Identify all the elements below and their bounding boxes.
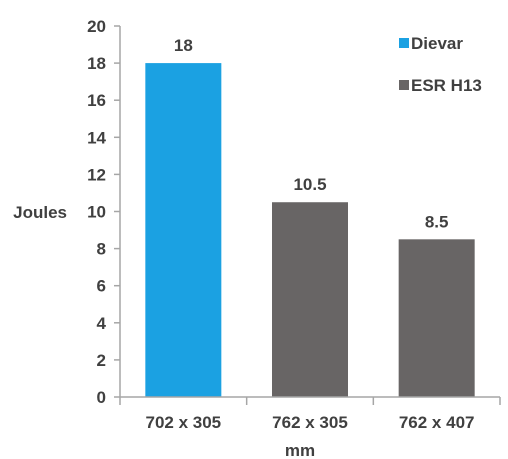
y-tick-label: 0 — [97, 388, 106, 407]
x-axis-title: mm — [285, 441, 315, 459]
bar — [145, 63, 222, 397]
legend: Dievar ESR H13 — [399, 34, 482, 95]
legend-swatch — [399, 80, 409, 90]
legend-label: ESR H13 — [411, 76, 482, 95]
x-tick-label: 762 x 407 — [399, 413, 475, 432]
y-axis-title: Joules — [13, 203, 67, 222]
y-tick-label: 16 — [87, 91, 106, 110]
y-tick-label: 20 — [87, 17, 106, 36]
legend-swatch — [399, 38, 409, 48]
legend-label: Dievar — [411, 34, 463, 53]
axes-group: 0 2 4 6 8 10 12 14 16 18 20 — [87, 17, 501, 407]
labels-group: 18 702 x 305 10.5 762 x 305 8.5 762 x 407 — [146, 36, 475, 432]
x-tick-label: 762 x 305 — [272, 413, 348, 432]
x-tick-label: 702 x 305 — [146, 413, 222, 432]
y-tick-label: 10 — [87, 203, 106, 222]
bar — [272, 202, 348, 397]
data-label: 10.5 — [293, 175, 326, 194]
bar — [398, 239, 475, 397]
y-tick-label: 6 — [97, 277, 106, 296]
data-label: 8.5 — [425, 212, 449, 231]
y-tick-label: 8 — [97, 240, 106, 259]
bars-group — [145, 63, 475, 397]
y-tick-label: 18 — [87, 54, 106, 73]
y-tick-label: 12 — [87, 165, 106, 184]
y-tick-label: 4 — [97, 314, 107, 333]
data-label: 18 — [174, 36, 193, 55]
y-tick-label: 14 — [87, 128, 106, 147]
y-tick-label: 2 — [97, 351, 106, 370]
